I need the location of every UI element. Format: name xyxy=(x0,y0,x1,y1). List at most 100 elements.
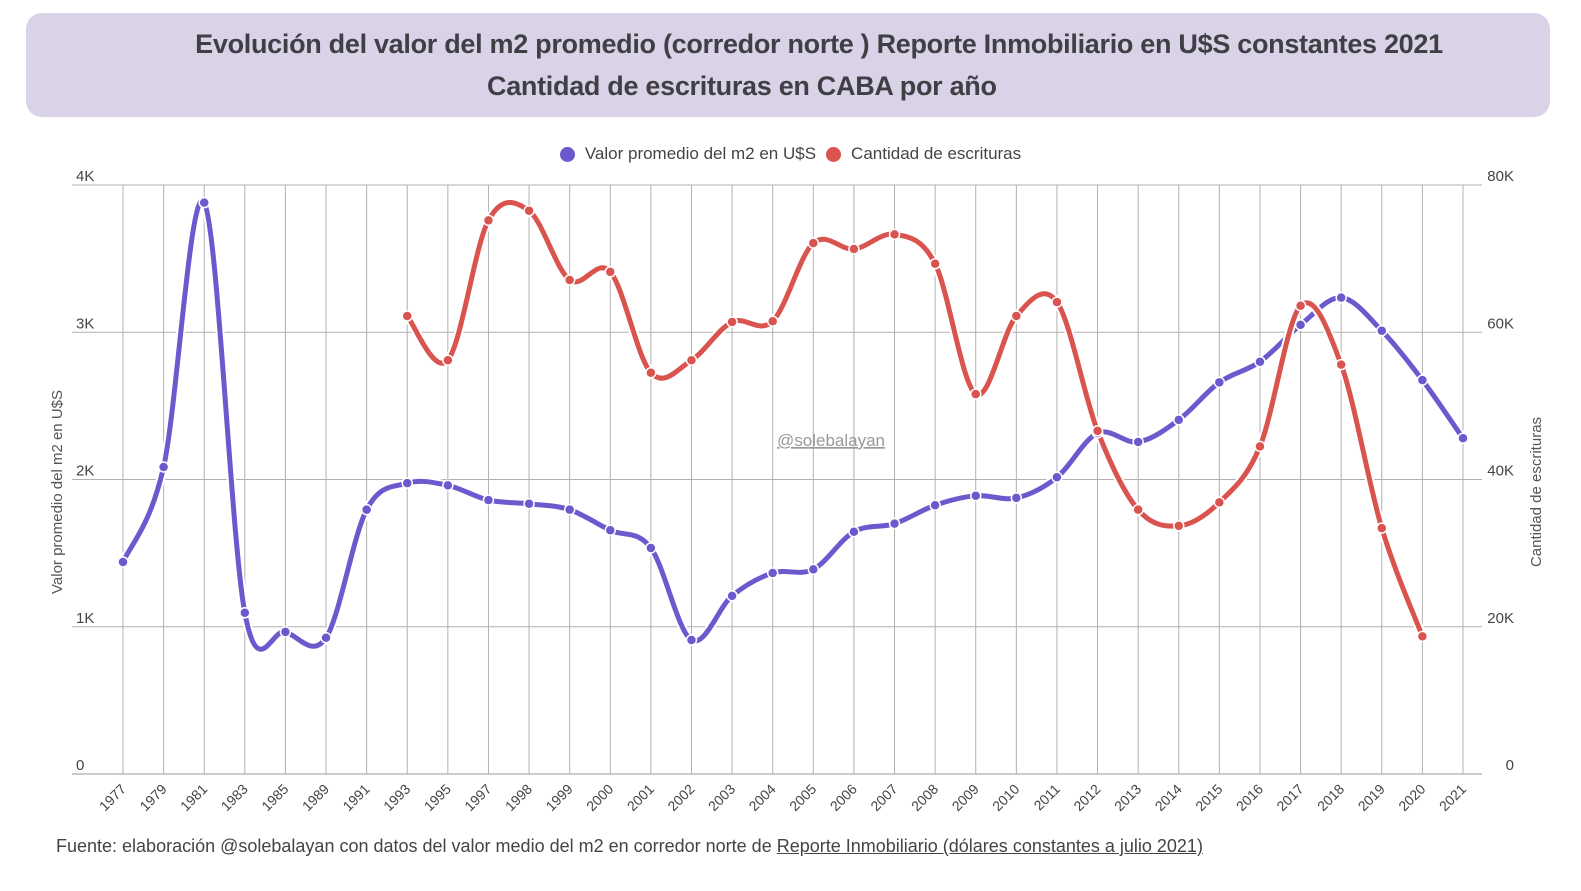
y-left-tick-label: 3K xyxy=(76,315,94,332)
data-point-escrituras xyxy=(1132,503,1144,516)
x-tick-label: 2011 xyxy=(1030,781,1063,814)
series-line-escrituras xyxy=(404,199,1425,639)
data-point-m2 xyxy=(726,590,738,602)
data-point-escrituras xyxy=(848,243,860,255)
data-point-m2 xyxy=(1457,432,1469,445)
x-tick-label: 1995 xyxy=(421,781,454,814)
x-tick-label: 1985 xyxy=(258,781,291,814)
legend-item-m2[interactable]: Valor promedio del m2 en U$S xyxy=(559,144,817,164)
data-point-m2 xyxy=(766,567,779,579)
x-tick-label: 2001 xyxy=(624,781,657,814)
data-point-m2 xyxy=(1254,355,1266,368)
x-tick-label: 1993 xyxy=(380,781,413,814)
data-point-m2 xyxy=(848,526,860,538)
data-point-m2 xyxy=(1091,427,1104,439)
data-point-escrituras xyxy=(1416,630,1429,643)
data-point-m2 xyxy=(929,499,941,512)
chart-legend: Valor promedio del m2 en U$S Cantidad de… xyxy=(0,144,1581,164)
x-tick-label: 2020 xyxy=(1395,781,1428,814)
data-point-escrituras xyxy=(1173,520,1185,532)
chart-title-line-2: Cantidad de escrituras en CABA por año xyxy=(487,71,997,101)
x-tick-label: 1979 xyxy=(136,781,169,814)
data-point-escrituras xyxy=(604,266,617,278)
x-tick-label: 2012 xyxy=(1070,781,1103,814)
data-point-escrituras xyxy=(1091,425,1104,437)
y-axis-right-label: Cantidad de escrituras xyxy=(1528,417,1545,567)
data-point-m2 xyxy=(442,479,454,492)
data-point-escrituras xyxy=(685,354,698,366)
data-point-escrituras xyxy=(401,310,413,322)
data-point-m2 xyxy=(157,461,170,473)
legend-dot-icon xyxy=(559,146,575,162)
data-point-escrituras xyxy=(1010,310,1023,322)
data-point-escrituras xyxy=(726,316,738,328)
source-link[interactable]: Reporte Inmobiliario (dólares constantes… xyxy=(776,836,1203,856)
y-axis-left-label: Valor promedio del m2 en U$S xyxy=(49,390,66,594)
data-point-m2 xyxy=(685,634,698,646)
x-tick-label: 1981 xyxy=(177,781,210,814)
source-prefix: Fuente: elaboración @solebalayan con dat… xyxy=(56,836,777,856)
x-tick-label: 2015 xyxy=(1192,781,1225,814)
data-point-m2 xyxy=(117,556,129,568)
data-point-m2 xyxy=(360,503,373,516)
data-point-m2 xyxy=(645,542,657,554)
data-point-m2 xyxy=(1132,436,1144,448)
data-point-m2 xyxy=(1416,374,1429,386)
data-point-escrituras xyxy=(766,315,779,327)
chart-title-line-1: Evolución del valor del m2 promedio (cor… xyxy=(195,29,1443,59)
data-point-m2 xyxy=(888,517,901,530)
data-point-escrituras xyxy=(929,258,941,270)
x-tick-label: 2018 xyxy=(1314,781,1347,814)
x-tick-label: 2005 xyxy=(786,781,819,814)
x-tick-label: 2013 xyxy=(1111,781,1144,814)
x-tick-label: 2010 xyxy=(989,781,1022,814)
y-left-tick-label: 2K xyxy=(76,463,94,480)
data-point-escrituras xyxy=(645,366,657,379)
data-point-escrituras xyxy=(563,274,576,286)
x-tick-label: 2016 xyxy=(1233,781,1266,814)
x-tick-label: 1991 xyxy=(339,781,372,814)
x-tick-label: 2000 xyxy=(583,781,616,814)
data-point-m2 xyxy=(239,607,251,619)
data-point-escrituras xyxy=(1051,296,1063,308)
x-tick-label: 2002 xyxy=(664,781,697,814)
data-point-m2 xyxy=(1051,471,1063,484)
data-point-escrituras xyxy=(969,388,982,400)
x-tick-label: 2008 xyxy=(908,781,941,814)
data-point-m2 xyxy=(969,489,982,502)
series-line-halo xyxy=(118,196,1468,654)
data-point-escrituras xyxy=(1254,440,1266,453)
x-tick-label: 2007 xyxy=(867,781,900,814)
y-right-tick-label: 20K xyxy=(1487,610,1514,627)
series-line-halo xyxy=(402,197,1427,641)
x-tick-label: 2014 xyxy=(1152,781,1185,814)
legend-label: Valor promedio del m2 en U$S xyxy=(584,144,817,163)
legend-dot-icon xyxy=(826,146,842,162)
data-point-m2 xyxy=(320,632,332,644)
x-tick-label: 2019 xyxy=(1355,781,1388,814)
series-layer xyxy=(117,196,1469,654)
data-point-escrituras xyxy=(888,228,901,241)
y-right-tick-label: 80K xyxy=(1487,168,1514,185)
grid-lines xyxy=(72,184,1482,775)
data-point-m2 xyxy=(1376,325,1388,337)
data-point-m2 xyxy=(1213,376,1226,389)
y-right-tick-label: 0 xyxy=(1506,757,1514,774)
x-tick-label: 1989 xyxy=(299,781,332,814)
x-tick-label: 2003 xyxy=(705,781,738,814)
data-point-m2 xyxy=(1335,291,1347,304)
x-tick-label: 2021 xyxy=(1436,781,1469,814)
legend-item-escrituras[interactable]: Cantidad de escrituras xyxy=(826,144,1021,164)
source-note: Fuente: elaboración @solebalayan con dat… xyxy=(56,836,1203,857)
data-point-m2 xyxy=(1294,319,1307,331)
x-tick-label: 2009 xyxy=(949,781,982,814)
data-point-m2 xyxy=(198,196,210,209)
y-left-tick-label: 1K xyxy=(76,610,94,627)
x-tick-label: 1998 xyxy=(502,781,535,814)
data-point-escrituras xyxy=(442,354,454,366)
title-banner: Evolución del valor del m2 promedio (cor… xyxy=(26,13,1550,117)
data-point-m2 xyxy=(279,626,292,638)
data-point-escrituras xyxy=(1294,299,1307,312)
data-point-m2 xyxy=(523,498,535,510)
